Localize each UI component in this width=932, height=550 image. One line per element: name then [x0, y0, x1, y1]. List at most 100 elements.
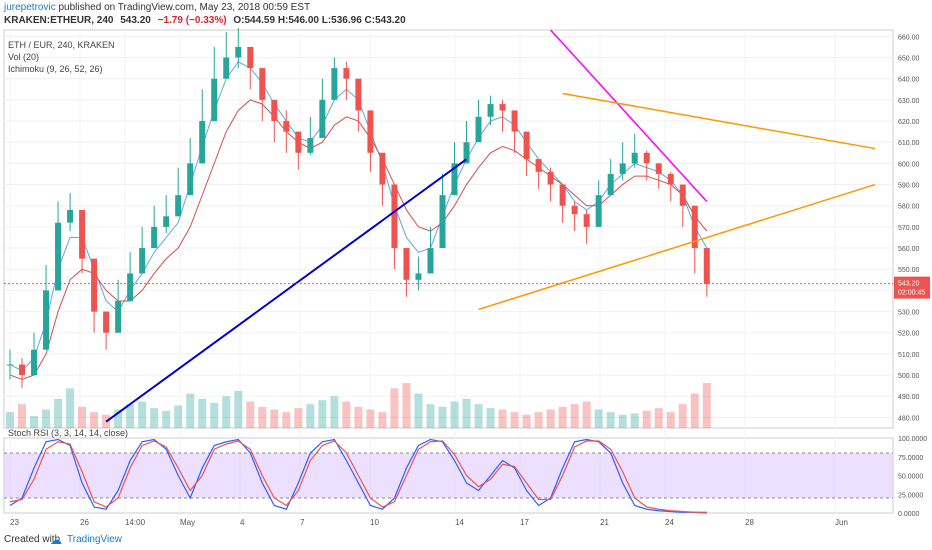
candle [79, 209, 86, 259]
volume-bar [678, 404, 687, 428]
candle [103, 311, 110, 333]
chart-canvas[interactable]: 660.00 650.00 640.00 630.00 620.00 610.00 600.… [0, 28, 932, 543]
volume-bar [438, 406, 447, 428]
price-tick-label: 510.00 [898, 352, 920, 359]
footer-brand[interactable]: TradingView [67, 534, 123, 545]
time-tick-label: 28 [745, 518, 754, 527]
volume-bar [42, 409, 51, 428]
price-tick-label: 600.00 [898, 161, 920, 168]
volume-bar [354, 406, 363, 428]
legend-vol: Vol (20) [8, 52, 40, 62]
stoch-tick-label: 25.0000 [898, 492, 923, 499]
publish-line: jurepetrovic published on TradingView.co… [4, 2, 310, 13]
volume-bar [6, 412, 15, 428]
footer: Created with ☁ TradingView [0, 530, 932, 550]
candle [379, 152, 386, 185]
candle [667, 173, 674, 185]
time-tick-label: May [180, 518, 195, 527]
price-tick-label: 550.00 [898, 267, 920, 274]
candle [463, 142, 470, 164]
price-tick-label: 610.00 [898, 140, 920, 147]
candle [67, 209, 74, 223]
volume-bar [246, 401, 255, 428]
volume-bar [702, 383, 711, 428]
stoch-tick-label: 100.0000 [898, 436, 927, 443]
candle [223, 57, 230, 79]
volume-bar [534, 412, 543, 428]
price-tick-label: 530.00 [898, 310, 920, 317]
candle [451, 163, 458, 196]
candle [571, 205, 578, 215]
support-line [105, 158, 468, 423]
candle [619, 163, 626, 174]
candle [115, 300, 122, 333]
author-link[interactable]: jurepetrovic [4, 2, 56, 13]
volume-bar [126, 404, 135, 428]
stoch-d-line [9, 440, 707, 513]
ohlc-line: KRAKEN:ETHEUR, 240 543.20 −1.79 (−0.33%)… [4, 15, 410, 26]
ohlc-values: O:544.59 H:546.00 L:536.96 C:543.20 [233, 15, 406, 26]
candle [355, 78, 362, 111]
candle [139, 248, 146, 274]
volume-bar [474, 404, 483, 428]
candle [43, 290, 50, 350]
price-pane [3, 29, 894, 429]
candle [235, 46, 242, 58]
tradingview-logo-icon: ☁ [50, 533, 62, 547]
time-tick-label: 14:00 [125, 518, 146, 527]
volume-bar [90, 412, 99, 428]
candle [259, 68, 266, 100]
candle [439, 195, 446, 249]
symbol-label: KRAKEN:ETHEUR, 240 [4, 15, 114, 26]
candle [367, 110, 374, 153]
price-tick-label: 480.00 [898, 415, 920, 422]
candle [523, 131, 530, 160]
volume-bar [330, 396, 339, 428]
legend-stoch: Stoch RSI (3, 3, 14, 14, close) [8, 428, 129, 438]
candle [607, 173, 614, 196]
volume-bar [294, 408, 303, 428]
volume-bar [318, 400, 327, 428]
volume-bar [270, 409, 279, 428]
volume-bar [402, 383, 411, 428]
candle [343, 68, 350, 79]
candle [475, 116, 482, 143]
volume-bar [426, 404, 435, 428]
volume-bar [450, 401, 459, 428]
volume-bar [546, 409, 555, 428]
volume-bar [258, 406, 267, 428]
countdown-label: 02:00:45 [898, 290, 925, 297]
candle [631, 152, 638, 164]
candle [211, 78, 218, 122]
trendline-magenta [550, 29, 708, 202]
price-tick-label: 580.00 [898, 204, 920, 211]
volume-bar [642, 410, 651, 428]
volume-bar [654, 408, 663, 428]
candle [55, 222, 62, 291]
volume-bar [390, 388, 399, 428]
volume-bar [234, 390, 243, 428]
price-tick-label: 620.00 [898, 119, 920, 126]
candle [199, 121, 206, 164]
volume-bar [222, 396, 231, 428]
legend-title: ETH / EUR, 240, KRAKEN [8, 40, 115, 50]
candle [703, 248, 710, 285]
volume-bar [594, 409, 603, 428]
candle [559, 184, 566, 206]
change-value: −1.79 (−0.33%) [157, 15, 227, 26]
candle [655, 163, 662, 174]
candle [391, 184, 398, 249]
price-tick-label: 500.00 [898, 373, 920, 380]
volume-bar [618, 414, 627, 428]
volume-bar [462, 398, 471, 428]
volume-bar [378, 412, 387, 428]
candle [487, 104, 494, 117]
stoch-band [4, 453, 893, 498]
volume-bar [606, 412, 615, 428]
volume-bar [510, 412, 519, 428]
last-price-label: 543.20 [898, 281, 920, 288]
candle [127, 273, 134, 301]
volume-bar [30, 416, 39, 428]
last-price: 543.20 [120, 15, 151, 26]
time-tick-label: Jun [835, 518, 848, 527]
